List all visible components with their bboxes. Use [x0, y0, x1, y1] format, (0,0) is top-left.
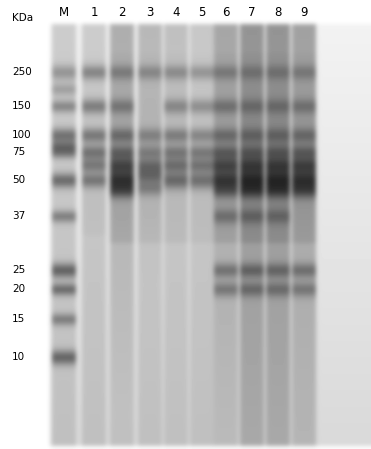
Text: 150: 150 [12, 101, 32, 111]
Text: 5: 5 [198, 6, 206, 19]
Text: 10: 10 [12, 352, 25, 362]
Text: M: M [59, 6, 69, 19]
Text: 9: 9 [300, 6, 308, 19]
Text: 15: 15 [12, 314, 26, 324]
Text: 20: 20 [12, 284, 25, 294]
Text: 6: 6 [222, 6, 230, 19]
Text: 250: 250 [12, 67, 32, 77]
Text: 25: 25 [12, 265, 26, 275]
Text: 37: 37 [12, 211, 26, 221]
Text: 1: 1 [90, 6, 98, 19]
Text: 100: 100 [12, 130, 32, 140]
Text: KDa: KDa [12, 13, 33, 23]
Text: 3: 3 [146, 6, 154, 19]
Text: 75: 75 [12, 147, 26, 157]
Text: 8: 8 [274, 6, 282, 19]
Text: 4: 4 [172, 6, 180, 19]
Text: 7: 7 [248, 6, 256, 19]
Text: 50: 50 [12, 175, 25, 185]
Text: 2: 2 [118, 6, 126, 19]
